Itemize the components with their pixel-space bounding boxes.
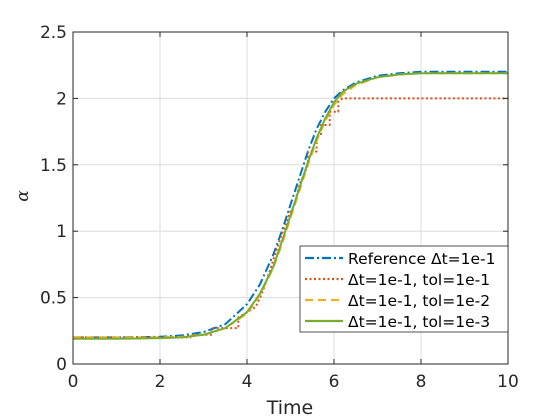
x-tick-label: 8 xyxy=(416,372,427,392)
y-tick-label: 1 xyxy=(56,222,67,242)
y-tick-label: 0.5 xyxy=(40,289,67,309)
axes-box xyxy=(72,31,509,365)
x-axis-label: Time xyxy=(266,397,314,419)
legend-label-tol-1e-1: Δt=1e-1, tol=1e-1 xyxy=(348,271,490,289)
legend-label-tol-1e-3: Δt=1e-1, tol=1e-3 xyxy=(348,313,490,331)
x-tick-label: 4 xyxy=(242,372,253,392)
series-line-tol-1e-3 xyxy=(73,72,508,340)
y-axis-label: α xyxy=(13,190,33,202)
y-tick-labels: 0 0.5 1 1.5 2 2.5 xyxy=(40,23,67,375)
x-tick-label: 6 xyxy=(329,372,340,392)
series-group xyxy=(73,70,508,340)
y-tick-label: 2 xyxy=(56,89,67,109)
legend-box xyxy=(299,245,509,333)
series-line-reference xyxy=(73,70,508,339)
y-tick-label: 1.5 xyxy=(40,156,67,176)
legend-label-tol-1e-2: Δt=1e-1, tol=1e-2 xyxy=(348,292,490,310)
x-tick-label: 0 xyxy=(68,372,79,392)
legend: Reference Δt=1e-1 Δt=1e-1, tol=1e-1 Δt=1… xyxy=(299,245,509,333)
y-tick-label: 0 xyxy=(56,355,67,375)
legend-label-reference: Reference Δt=1e-1 xyxy=(348,250,496,268)
x-tick-label: 2 xyxy=(155,372,166,392)
x-tick-label: 10 xyxy=(497,372,519,392)
x-tick-labels: 0 2 4 6 8 10 xyxy=(68,372,519,392)
y-tick-label: 2.5 xyxy=(40,23,67,43)
series-line-tol-1e-1 xyxy=(73,97,508,339)
